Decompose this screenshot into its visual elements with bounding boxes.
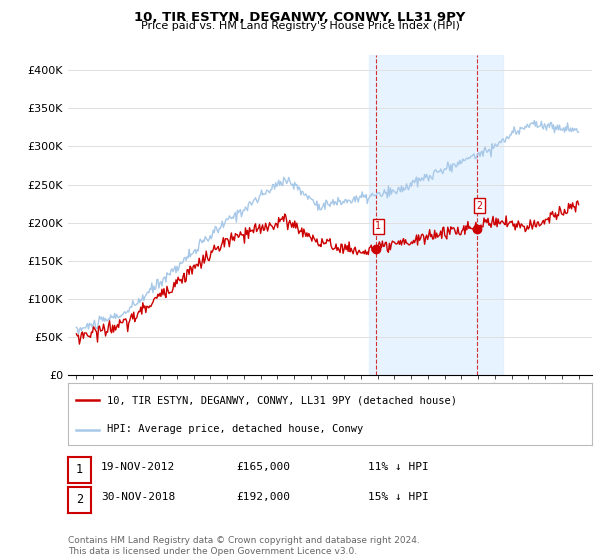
Text: 10, TIR ESTYN, DEGANWY, CONWY, LL31 9PY (detached house): 10, TIR ESTYN, DEGANWY, CONWY, LL31 9PY … [107, 395, 457, 405]
Text: 15% ↓ HPI: 15% ↓ HPI [368, 492, 429, 502]
Text: £192,000: £192,000 [236, 492, 290, 502]
Text: 11% ↓ HPI: 11% ↓ HPI [368, 462, 429, 472]
Text: 10, TIR ESTYN, DEGANWY, CONWY, LL31 9PY: 10, TIR ESTYN, DEGANWY, CONWY, LL31 9PY [134, 11, 466, 24]
Text: 19-NOV-2012: 19-NOV-2012 [101, 462, 175, 472]
Text: 2: 2 [76, 493, 83, 506]
Text: Price paid vs. HM Land Registry's House Price Index (HPI): Price paid vs. HM Land Registry's House … [140, 21, 460, 31]
Text: Contains HM Land Registry data © Crown copyright and database right 2024.
This d: Contains HM Land Registry data © Crown c… [68, 536, 420, 556]
Text: 1: 1 [375, 221, 381, 231]
Text: HPI: Average price, detached house, Conwy: HPI: Average price, detached house, Conw… [107, 424, 364, 435]
Bar [370, 55, 503, 375]
Text: £165,000: £165,000 [236, 462, 290, 472]
Text: 30-NOV-2018: 30-NOV-2018 [101, 492, 175, 502]
Text: 1: 1 [76, 463, 83, 477]
Text: 2: 2 [476, 201, 482, 211]
